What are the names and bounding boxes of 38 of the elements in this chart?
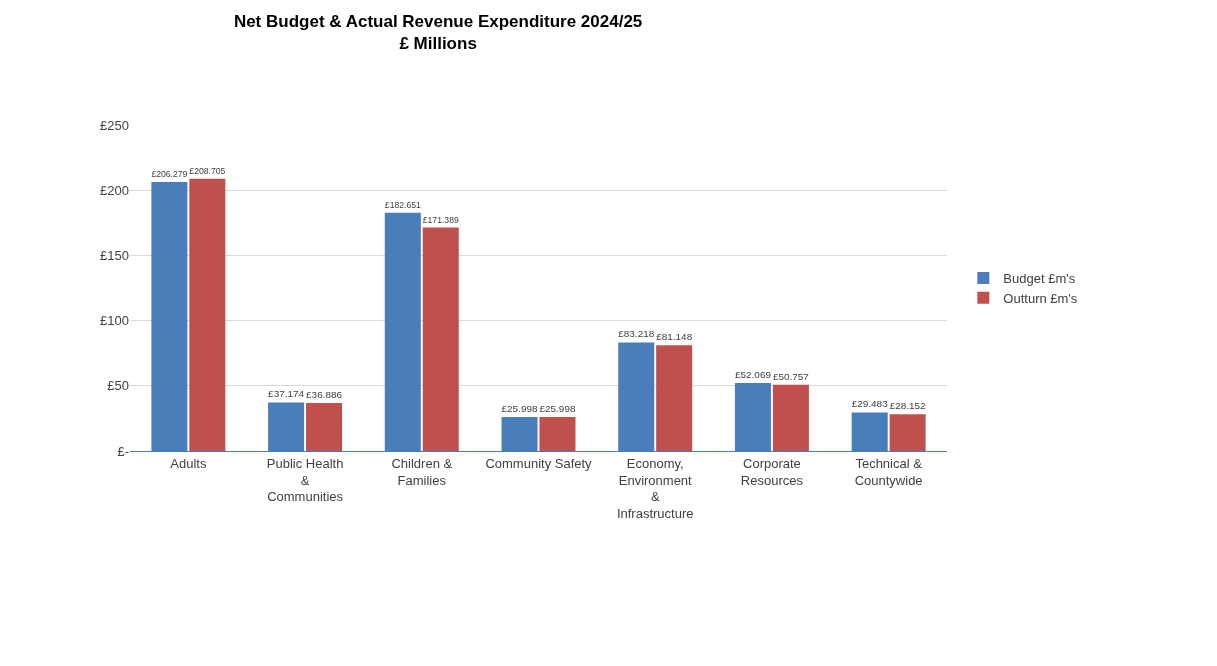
x-tick-label: Adults bbox=[170, 455, 207, 471]
bar bbox=[189, 178, 226, 451]
bar bbox=[772, 384, 809, 451]
data-label: £208.705 bbox=[189, 165, 226, 176]
y-tick-label: £250 bbox=[100, 117, 129, 133]
data-label: £81.148 bbox=[656, 330, 693, 342]
data-label: £37.174 bbox=[268, 388, 305, 400]
bar bbox=[656, 345, 693, 451]
data-label: £83.218 bbox=[618, 328, 655, 340]
bar bbox=[306, 402, 343, 451]
bar bbox=[889, 414, 926, 451]
data-label: £28.152 bbox=[889, 399, 927, 411]
x-tick-label: Children & Families bbox=[391, 455, 453, 488]
legend-label: Outturn £m's bbox=[1003, 290, 1078, 306]
bar bbox=[539, 417, 576, 451]
y-tick-label: £50 bbox=[107, 378, 129, 394]
y-tick-label: £200 bbox=[100, 182, 129, 198]
data-label: £25.998 bbox=[501, 402, 538, 414]
data-label: £52.069 bbox=[734, 368, 772, 380]
y-tick-label: £- bbox=[117, 443, 129, 459]
x-tick-label: Public Health & Communities bbox=[266, 455, 344, 505]
chart-subtitle: £ Millions bbox=[399, 33, 477, 53]
data-label: £29.483 bbox=[851, 398, 889, 410]
x-tick-label: Economy, Environment & Infrastructure bbox=[616, 455, 694, 522]
data-label: £50.757 bbox=[772, 370, 810, 382]
y-tick-label: £100 bbox=[100, 313, 129, 329]
chart-title: Net Budget & Actual Revenue Expenditure 2024/25 bbox=[233, 11, 643, 31]
bar bbox=[422, 227, 459, 451]
x-tick-label: Community Safety bbox=[485, 455, 593, 471]
data-label: £171.389 bbox=[422, 214, 459, 225]
data-label: £25.998 bbox=[539, 402, 576, 414]
x-tick-label: Technical & Countywide bbox=[854, 455, 923, 488]
data-label: £206.279 bbox=[151, 169, 188, 180]
data-label: £36.886 bbox=[306, 388, 343, 400]
y-tick-label: £150 bbox=[100, 247, 129, 263]
legend-label: Budget £m's bbox=[1003, 271, 1076, 287]
x-tick-label: Corporate Resources bbox=[740, 455, 804, 488]
data-label: £182.651 bbox=[384, 199, 422, 210]
